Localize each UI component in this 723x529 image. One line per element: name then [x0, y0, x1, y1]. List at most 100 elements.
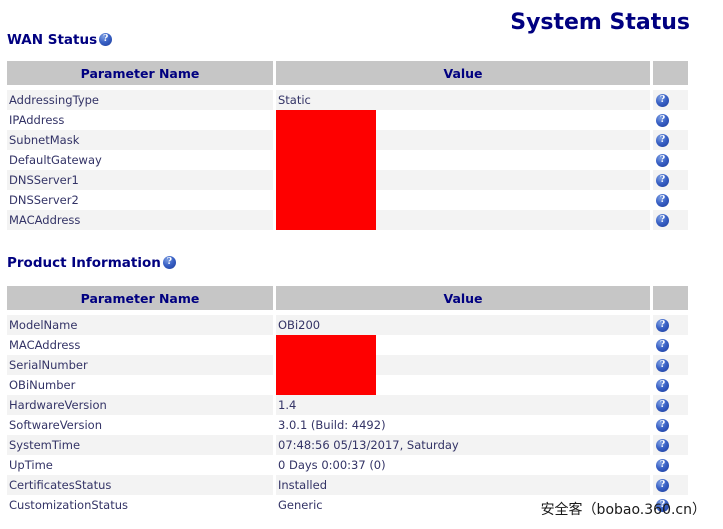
table-row: DefaultGateway? — [7, 150, 688, 170]
help-icon[interactable]: ? — [656, 498, 669, 512]
table-row: SubnetMask? — [7, 130, 688, 150]
help-cell: ? — [653, 475, 688, 495]
parameter-name-cell: MACAddress — [7, 335, 273, 355]
column-header-parameter-name: Parameter Name — [7, 61, 273, 85]
product-information-table: Parameter Name Value ModelName OBi200? MAC… — [7, 286, 688, 515]
parameter-name-cell: SubnetMask — [7, 130, 273, 150]
help-cell: ? — [653, 375, 688, 395]
table-row: MACAddress? — [7, 335, 688, 355]
table-row: SoftwareVersion 3.0.1 (Build: 4492)? — [7, 415, 688, 435]
help-icon[interactable]: ? — [656, 378, 669, 392]
help-icon[interactable]: ? — [99, 33, 113, 46]
help-cell: ? — [653, 315, 688, 335]
table-row: OBiNumber? — [7, 375, 688, 395]
help-icon[interactable]: ? — [656, 133, 669, 147]
parameter-name-cell: SerialNumber — [7, 355, 273, 375]
column-header-parameter-name: Parameter Name — [7, 286, 273, 310]
wan-status-table: Parameter Name Value AddressingType Stati… — [7, 61, 688, 230]
parameter-name-cell: CustomizationStatus — [7, 495, 273, 515]
help-icon[interactable]: ? — [656, 478, 669, 492]
help-icon[interactable]: ? — [656, 193, 669, 207]
redaction-overlay — [276, 355, 376, 375]
section-heading-wan-status: WAN Status ? — [7, 32, 113, 48]
redaction-overlay — [276, 170, 376, 190]
watermark: 安全客（bobao.360.cn） — [540, 502, 706, 518]
help-icon[interactable]: ? — [656, 438, 669, 452]
value-cell: 1.4 — [276, 395, 650, 415]
help-icon[interactable]: ? — [656, 93, 669, 107]
help-cell: ? — [653, 210, 688, 230]
redaction-overlay — [276, 335, 376, 355]
section-heading-label: WAN Status — [7, 32, 98, 48]
value-cell: OBi200 — [276, 315, 650, 335]
help-icon[interactable]: ? — [656, 338, 669, 352]
help-icon[interactable]: ? — [656, 358, 669, 372]
value-cell — [276, 170, 650, 190]
table-header-row: Parameter Name Value — [7, 286, 688, 310]
parameter-name-cell: SystemTime — [7, 435, 273, 455]
parameter-name-cell: HardwareVersion — [7, 395, 273, 415]
table-header-row: Parameter Name Value — [7, 61, 688, 85]
value-cell — [276, 375, 650, 395]
parameter-name-cell: MACAddress — [7, 210, 273, 230]
column-header-value: Value — [276, 61, 650, 85]
section-heading-product-information: Product Information ? — [7, 255, 176, 271]
help-cell: ? — [653, 435, 688, 455]
column-header-value: Value — [276, 286, 650, 310]
table-row: CertificatesStatus Installed? — [7, 475, 688, 495]
value-cell — [276, 150, 650, 170]
help-cell: ? — [653, 415, 688, 435]
help-icon[interactable]: ? — [656, 398, 669, 412]
help-cell: ? — [653, 110, 688, 130]
table-row: AddressingType Static? — [7, 90, 688, 110]
redaction-overlay — [276, 190, 376, 210]
table-row: SerialNumber? — [7, 355, 688, 375]
table-row: HardwareVersion 1.4? — [7, 395, 688, 415]
table-row: ModelName OBi200? — [7, 315, 688, 335]
table-row: DNSServer2? — [7, 190, 688, 210]
value-cell: Generic — [276, 495, 650, 515]
table-row: IPAddress? — [7, 110, 688, 130]
help-icon[interactable]: ? — [656, 153, 669, 167]
value-cell — [276, 210, 650, 230]
value-cell: 0 Days 0:00:37 (0) — [276, 455, 650, 475]
parameter-name-cell: UpTime — [7, 455, 273, 475]
help-cell: ? — [653, 170, 688, 190]
help-icon[interactable]: ? — [656, 213, 669, 227]
help-icon[interactable]: ? — [656, 173, 669, 187]
redaction-overlay — [276, 130, 376, 150]
help-icon[interactable]: ? — [656, 113, 669, 127]
table-row: SystemTime 07:48:56 05/13/2017, Saturday? — [7, 435, 688, 455]
value-cell — [276, 190, 650, 210]
help-cell: ? — [653, 395, 688, 415]
parameter-name-cell: IPAddress — [7, 110, 273, 130]
help-icon[interactable]: ? — [162, 256, 176, 269]
redaction-overlay — [276, 375, 376, 395]
help-cell: ? — [653, 190, 688, 210]
table-row: MACAddress? — [7, 210, 688, 230]
help-cell: ? — [653, 150, 688, 170]
parameter-name-cell: DNSServer2 — [7, 190, 273, 210]
help-icon[interactable]: ? — [656, 418, 669, 432]
parameter-name-cell: OBiNumber — [7, 375, 273, 395]
help-cell: ? — [653, 455, 688, 475]
help-cell: ? — [653, 335, 688, 355]
value-cell: Static — [276, 90, 650, 110]
table-row: DNSServer1? — [7, 170, 688, 190]
column-header-help — [653, 61, 688, 85]
section-heading-label: Product Information — [7, 255, 161, 271]
value-cell: 3.0.1 (Build: 4492) — [276, 415, 650, 435]
help-cell: ? — [653, 130, 688, 150]
parameter-name-cell: ModelName — [7, 315, 273, 335]
parameter-name-cell: DefaultGateway — [7, 150, 273, 170]
parameter-name-cell: SoftwareVersion — [7, 415, 273, 435]
help-cell: ? — [653, 355, 688, 375]
value-cell: Installed — [276, 475, 650, 495]
redaction-overlay — [276, 210, 376, 230]
help-cell: ? — [653, 90, 688, 110]
value-cell — [276, 355, 650, 375]
help-icon[interactable]: ? — [656, 318, 669, 332]
value-cell — [276, 130, 650, 150]
page-title: System Status — [510, 10, 690, 35]
help-icon[interactable]: ? — [656, 458, 669, 472]
